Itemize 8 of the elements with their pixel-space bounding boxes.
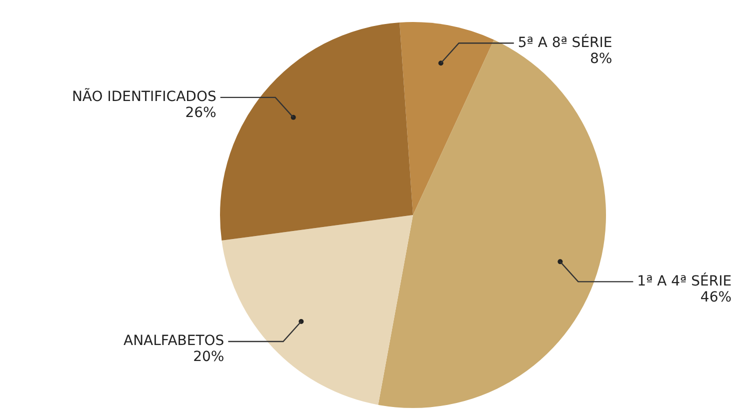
slice-label: 5ª A 8ª SÉRIE (518, 34, 612, 51)
data-label: 20% (193, 349, 224, 366)
slice-label: 1ª A 4ª SÉRIE (637, 272, 732, 290)
slice-label: NÃO IDENTIFICADOS (72, 88, 216, 106)
data-label: 26% (185, 105, 216, 122)
data-label: 46% (700, 289, 732, 306)
slice-label: ANALFABETOS (124, 333, 224, 350)
data-label: 8% (590, 50, 612, 67)
